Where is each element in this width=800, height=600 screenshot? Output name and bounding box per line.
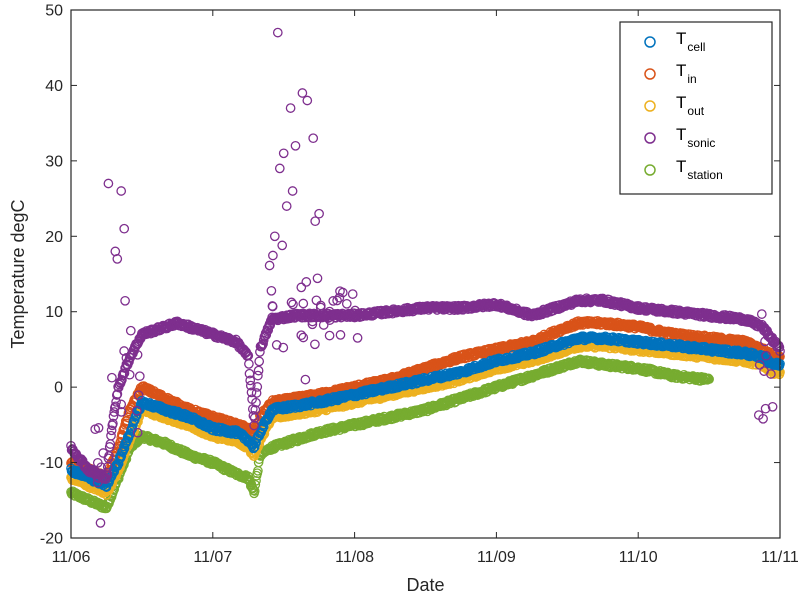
- data-point: [108, 418, 118, 429]
- data-point: [104, 451, 114, 461]
- data-point: [251, 475, 261, 486]
- data-point: [245, 375, 256, 386]
- data-point: [263, 325, 274, 336]
- series-in: [66, 315, 785, 485]
- data-point: [252, 382, 263, 392]
- data-point: [129, 415, 140, 426]
- data-point: [251, 388, 262, 398]
- data-point: [258, 335, 269, 346]
- series-station: [66, 354, 714, 514]
- data-point: [112, 389, 123, 399]
- data-point: [119, 368, 130, 378]
- data-point: [261, 330, 272, 340]
- data-point: [245, 380, 256, 391]
- data-point: [246, 387, 257, 398]
- data-point: [251, 397, 261, 408]
- data-point: [253, 365, 264, 376]
- data-point: [253, 370, 263, 381]
- data-point: [250, 479, 261, 490]
- data-point: [250, 404, 261, 415]
- data-point: [248, 410, 259, 421]
- data-point: [106, 430, 116, 441]
- data-point: [255, 347, 265, 357]
- data-point: [254, 356, 265, 367]
- data-point: [245, 477, 256, 488]
- data-point: [109, 407, 120, 417]
- data-point: [249, 486, 260, 496]
- data-point: [110, 401, 121, 412]
- data-point: [244, 359, 254, 369]
- data-point: [249, 420, 259, 431]
- data-point: [106, 425, 117, 436]
- plot-marks: [66, 27, 785, 528]
- series-sonic: [66, 27, 785, 528]
- data-point: [117, 374, 127, 385]
- data-point: [125, 429, 136, 439]
- data-point: [704, 374, 714, 385]
